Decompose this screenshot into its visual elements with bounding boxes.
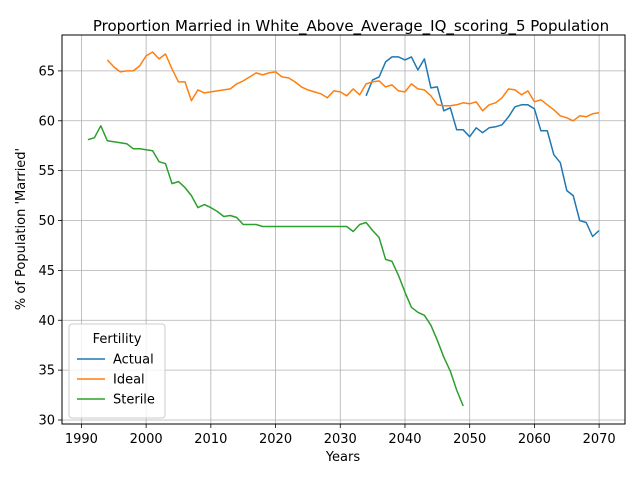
y-tick-label: 50 [38, 214, 55, 229]
y-axis: 30 35 40 45 50 55 60 65 [38, 64, 62, 429]
x-tick-label: 2010 [194, 432, 227, 447]
legend: Fertility Actual Ideal Sterile [68, 323, 166, 419]
series-line-sterile [87, 125, 464, 407]
y-tick-label: 35 [38, 364, 55, 379]
plot-area [87, 51, 600, 407]
y-tick-label: 65 [38, 64, 55, 79]
legend-label-sterile: Sterile [113, 393, 155, 408]
chart-title: Proportion Married in White_Above_Averag… [93, 17, 609, 36]
x-tick-label: 2000 [130, 432, 163, 447]
x-axis: 1990 2000 2010 2020 2030 2040 2050 2060 2070 [65, 424, 616, 447]
y-axis-label: % of Population 'Married' [14, 148, 29, 310]
x-axis-label: Years [325, 450, 361, 465]
y-tick-label: 45 [38, 264, 55, 279]
y-tick-label: 55 [38, 164, 55, 179]
plot-frame [61, 34, 626, 425]
legend-label-actual: Actual [113, 353, 154, 368]
x-tick-label: 2040 [388, 432, 421, 447]
x-tick-label: 2030 [324, 432, 357, 447]
legend-title: Fertility [93, 332, 142, 347]
legend-label-ideal: Ideal [113, 373, 145, 388]
x-tick-label: 2060 [518, 432, 551, 447]
x-tick-label: 2070 [583, 432, 616, 447]
series-line-actual [365, 56, 600, 238]
grid-lines [62, 35, 625, 424]
y-tick-label: 40 [38, 314, 55, 329]
series-line-ideal [106, 51, 600, 122]
legend-box [68, 323, 166, 419]
y-tick-label: 60 [38, 114, 55, 129]
x-tick-label: 1990 [65, 432, 98, 447]
x-tick-label: 2020 [259, 432, 292, 447]
x-tick-label: 2050 [453, 432, 486, 447]
y-tick-label: 30 [38, 414, 55, 429]
